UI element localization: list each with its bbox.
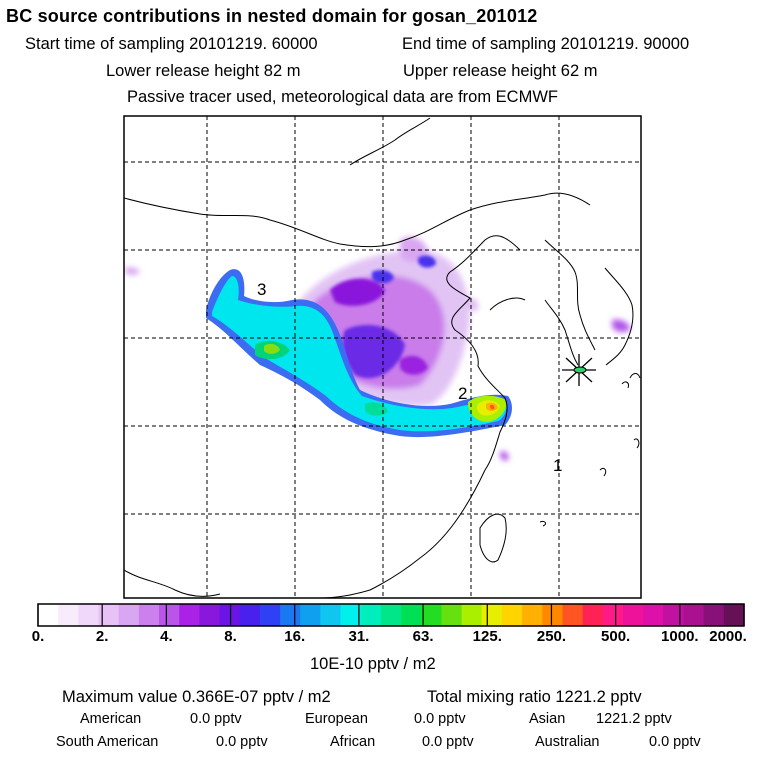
plot-title: BC source contributions in nested domain… bbox=[6, 6, 538, 26]
lower-release-label: Lower release height 82 m bbox=[106, 62, 301, 80]
contrib-value-australian: 0.0 pptv bbox=[649, 734, 701, 750]
colorbar-tick-label: 31. bbox=[348, 628, 370, 645]
contrib-name-australian: Australian bbox=[535, 734, 600, 750]
max-value-label: Maximum value 0.366E-07 pptv / m2 bbox=[62, 688, 331, 706]
contrib-name-african: African bbox=[330, 734, 376, 750]
colorbar-tick-label: 1000. bbox=[661, 628, 699, 645]
colorbar-tick-label: 8. bbox=[224, 628, 237, 645]
total-mixing-label: Total mixing ratio 1221.2 pptv bbox=[427, 688, 642, 706]
colorbar-tick-label: 0. bbox=[31, 628, 45, 645]
region-label-2: 2 bbox=[458, 384, 468, 403]
colorbar-tick-label: 2000. bbox=[709, 628, 747, 645]
receptor-marker-icon bbox=[562, 354, 596, 386]
region-label-3: 3 bbox=[257, 280, 267, 299]
contrib-value-european: 0.0 pptv bbox=[414, 711, 466, 727]
colorbar-tick-label: 4. bbox=[160, 628, 173, 645]
colorbar-units: 10E-10 pptv / m2 bbox=[310, 655, 436, 673]
colorbar-tick-label: 500. bbox=[601, 628, 631, 645]
upper-release-label: Upper release height 62 m bbox=[403, 62, 598, 80]
contrib-name-asian: Asian bbox=[529, 711, 566, 727]
contrib-name-south-american: South American bbox=[56, 734, 159, 750]
contrib-value-south-american: 0.0 pptv bbox=[216, 734, 268, 750]
plume-high-concentration bbox=[206, 269, 512, 438]
region-label-1: 1 bbox=[553, 456, 563, 475]
contrib-value-american: 0.0 pptv bbox=[190, 711, 242, 727]
colorbar-tick-label: 125. bbox=[472, 628, 502, 645]
map-frame bbox=[123, 115, 642, 599]
start-time-label: Start time of sampling 20101219. 60000 bbox=[25, 35, 318, 53]
lat-lon-grid bbox=[124, 116, 641, 598]
contrib-name-european: European bbox=[305, 711, 368, 727]
end-time-label: End time of sampling 20101219. 90000 bbox=[402, 35, 690, 53]
contrib-name-american: American bbox=[80, 711, 142, 727]
tracer-note: Passive tracer used, meteorological data… bbox=[127, 88, 558, 106]
contrib-value-asian: 1221.2 pptv bbox=[596, 711, 672, 727]
colorbar-tick-label: 16. bbox=[284, 628, 306, 645]
colorbar-tick-label: 63. bbox=[412, 628, 434, 645]
colorbar-tick-label: 2. bbox=[95, 628, 109, 645]
contrib-value-african: 0.0 pptv bbox=[422, 734, 474, 750]
colorbar-tick-label: 250. bbox=[536, 628, 567, 645]
coastlines bbox=[124, 117, 641, 598]
